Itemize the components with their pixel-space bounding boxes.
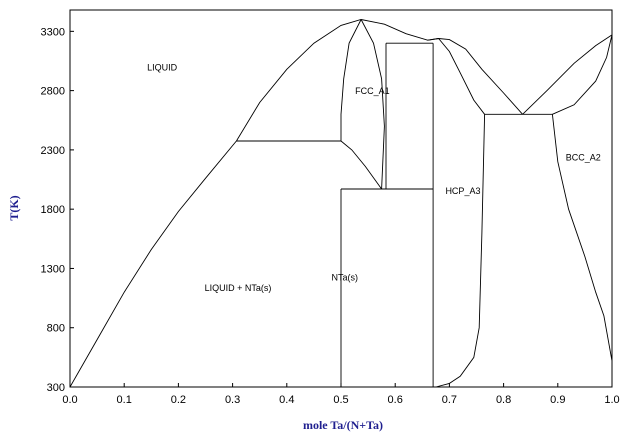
axis-ticks: 0.0 0.1 0.2 0.3 0.4 0.5 0.6 0.7 0.8 0.9 1.0 300 800 1… (41, 26, 620, 406)
phase-boundary-12 (438, 38, 485, 115)
phase-boundary-0 (69, 140, 237, 388)
y-tick-label: 800 (47, 323, 65, 335)
x-tick-label: 0.8 (496, 394, 511, 406)
x-tick-label: 0.3 (225, 394, 240, 406)
x-tick-label: 0.4 (279, 394, 294, 406)
phase-boundary-17 (435, 114, 486, 388)
phase-boundary-11 (427, 38, 523, 115)
x-tick-label: 0.5 (333, 394, 348, 406)
y-tick-label: 300 (47, 382, 65, 394)
region-label: LIQUID (147, 62, 178, 72)
y-tick-label: 2300 (41, 145, 65, 157)
region-label: NTa(s) (332, 272, 359, 282)
region-label: FCC_A1 (355, 86, 390, 96)
phase-boundary-3 (340, 140, 382, 190)
region-label: HCP_A3 (445, 186, 480, 196)
x-tick-label: 0.1 (117, 394, 132, 406)
y-tick-label: 1300 (41, 263, 65, 275)
y-tick-label: 3300 (41, 26, 65, 38)
phase-boundary-1 (236, 19, 439, 142)
region-label: LIQUID + NTa(s) (205, 283, 272, 293)
phase-boundary-4 (340, 19, 362, 141)
phase-boundary-15 (552, 34, 613, 115)
x-axis-title: mole Ta/(N+Ta) (303, 418, 383, 432)
x-tick-label: 0.9 (550, 394, 565, 406)
y-tick-label: 2800 (41, 86, 65, 98)
phase-boundary-14 (522, 34, 613, 115)
phase-boundaries (69, 19, 613, 388)
x-tick-label: 0.6 (388, 394, 403, 406)
phase-boundary-16 (551, 114, 613, 361)
y-tick-label: 1800 (41, 204, 65, 216)
x-tick-label: 1.0 (604, 394, 619, 406)
x-tick-label: 0.0 (62, 394, 77, 406)
x-tick-label: 0.2 (171, 394, 186, 406)
y-axis-title: T(K) (7, 195, 21, 220)
region-label: BCC_A2 (566, 153, 601, 163)
x-tick-label: 0.7 (442, 394, 457, 406)
phase-boundary-5 (360, 19, 385, 190)
region-labels: LIQUID FCC_A1 HCP_A3 BCC_A2 NTa(s) LIQUID + N… (147, 62, 601, 293)
